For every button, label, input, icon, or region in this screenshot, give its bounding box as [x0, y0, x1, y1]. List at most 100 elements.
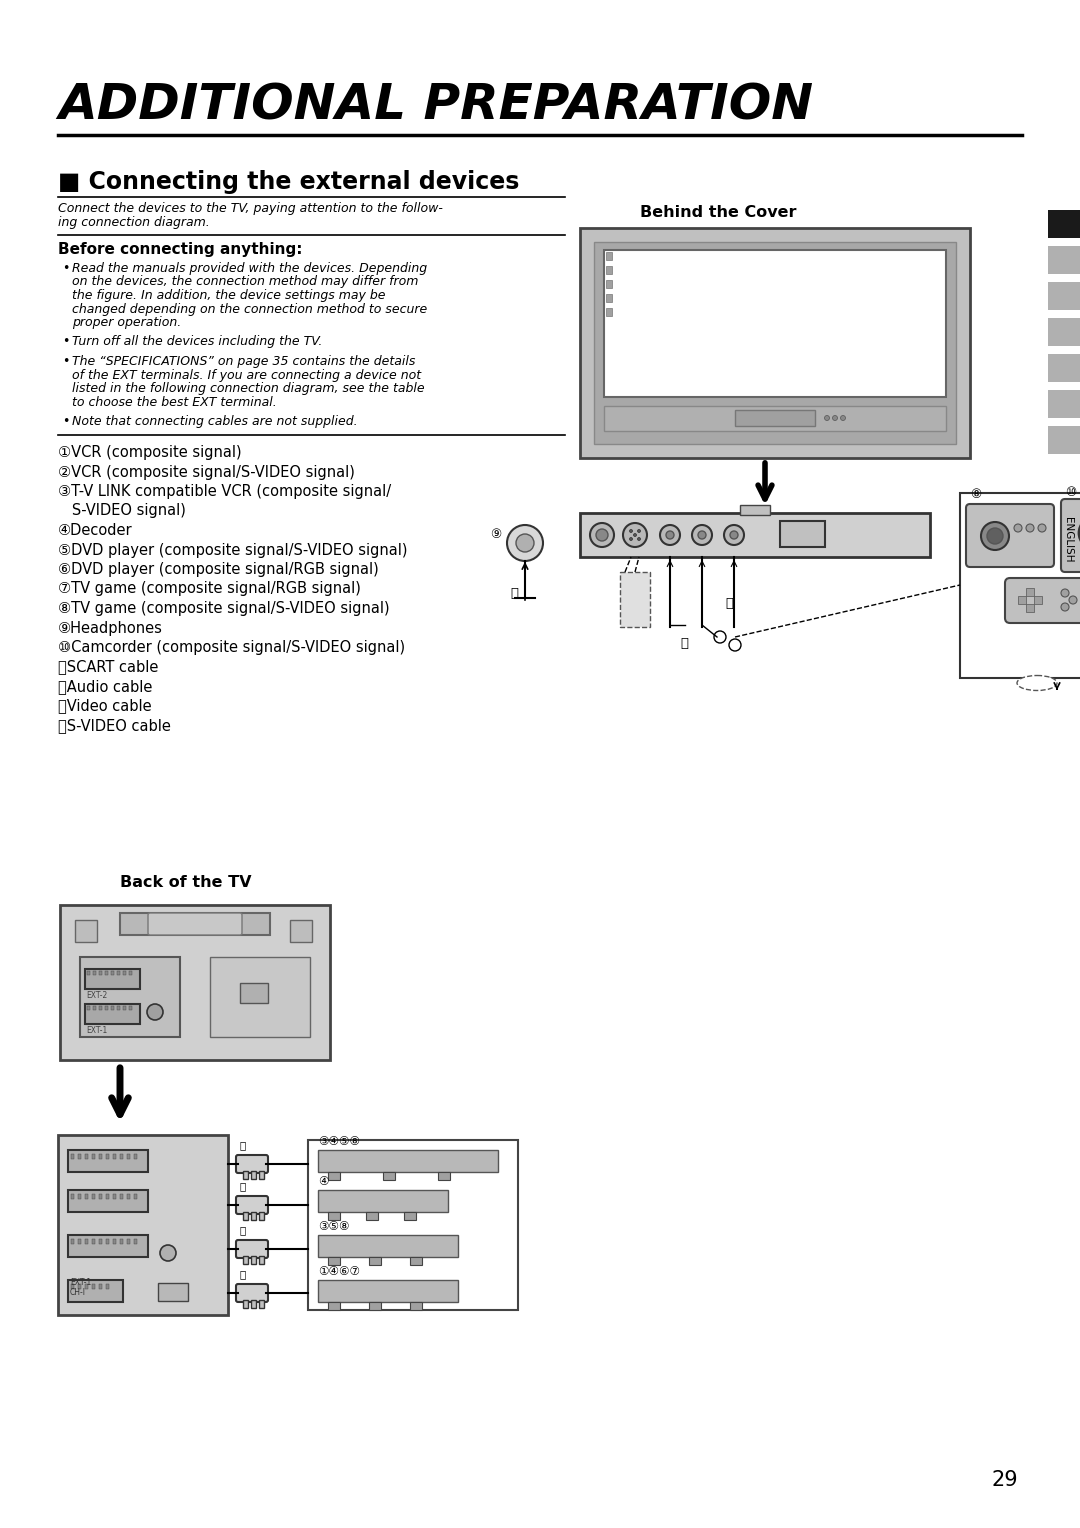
Text: Turn off all the devices including the TV.: Turn off all the devices including the T… [72, 336, 322, 348]
Bar [259, 1300, 264, 1308]
Text: ③T-V LINK compatible VCR (composite signal/: ③T-V LINK compatible VCR (composite sign… [58, 484, 391, 500]
Bar [960, 494, 1080, 678]
Text: 29: 29 [991, 1470, 1018, 1490]
Bar [259, 1212, 264, 1219]
Bar [606, 266, 612, 274]
Bar [580, 513, 930, 558]
Bar [99, 1193, 102, 1199]
Bar [68, 1190, 148, 1212]
Text: of the EXT terminals. If you are connecting a device not: of the EXT terminals. If you are connect… [72, 368, 421, 382]
Bar [251, 1256, 256, 1264]
Text: Behind the Cover: Behind the Cover [640, 205, 797, 220]
Bar [117, 970, 120, 975]
Bar [1018, 596, 1026, 604]
Circle shape [623, 523, 647, 547]
Text: ENGLISH: ENGLISH [1063, 518, 1074, 562]
Bar [259, 1170, 264, 1180]
Circle shape [634, 533, 636, 536]
Bar [99, 970, 102, 975]
Text: ⑦TV game (composite signal/RGB signal): ⑦TV game (composite signal/RGB signal) [58, 582, 361, 596]
Text: ⑪: ⑪ [240, 1268, 246, 1279]
Bar [410, 1302, 422, 1309]
Bar [291, 920, 312, 941]
Bar [99, 1154, 102, 1160]
Text: Connect the devices to the TV, paying attention to the follow-: Connect the devices to the TV, paying at… [58, 202, 443, 215]
Text: Note that connecting cables are not supplied.: Note that connecting cables are not supp… [72, 416, 357, 428]
Text: ④Decoder: ④Decoder [58, 523, 133, 538]
FancyBboxPatch shape [148, 914, 242, 935]
Bar [251, 1212, 256, 1219]
Bar [85, 969, 140, 989]
Ellipse shape [1017, 675, 1057, 691]
Bar [60, 905, 330, 1060]
Bar [318, 1235, 458, 1258]
Circle shape [824, 416, 829, 420]
Bar [92, 1154, 95, 1160]
FancyBboxPatch shape [966, 504, 1054, 567]
Bar [366, 1212, 378, 1219]
Text: ⑥DVD player (composite signal/RGB signal): ⑥DVD player (composite signal/RGB signal… [58, 562, 379, 578]
Bar [1034, 596, 1042, 604]
Circle shape [833, 416, 837, 420]
Bar [243, 1256, 248, 1264]
Bar [606, 280, 612, 287]
Bar [129, 1005, 132, 1010]
Bar [134, 1154, 137, 1160]
Bar [58, 1135, 228, 1316]
Bar [780, 521, 825, 547]
Bar [438, 1172, 450, 1180]
Bar [1048, 426, 1080, 454]
Bar [106, 1239, 109, 1244]
Text: ⑫: ⑫ [725, 597, 733, 610]
Text: ⑭: ⑭ [510, 587, 518, 601]
Bar [85, 1154, 87, 1160]
FancyBboxPatch shape [237, 1241, 268, 1258]
FancyBboxPatch shape [237, 1284, 268, 1302]
Bar [87, 1005, 90, 1010]
Bar [111, 970, 114, 975]
Text: ⑧TV game (composite signal/S-VIDEO signal): ⑧TV game (composite signal/S-VIDEO signa… [58, 601, 390, 616]
Bar [318, 1190, 448, 1212]
Text: ④: ④ [318, 1175, 328, 1187]
Bar [127, 1239, 130, 1244]
Text: ing connection diagram.: ing connection diagram. [58, 215, 210, 229]
Bar [87, 970, 90, 975]
Text: ⑪SCART cable: ⑪SCART cable [58, 660, 159, 674]
Text: ⑧: ⑧ [970, 487, 982, 501]
Bar [129, 970, 132, 975]
Circle shape [1061, 588, 1069, 597]
Circle shape [724, 526, 744, 545]
Circle shape [987, 529, 1003, 544]
Circle shape [698, 532, 706, 539]
Circle shape [729, 639, 741, 651]
Bar [606, 252, 612, 260]
Bar [68, 1280, 123, 1302]
Circle shape [147, 1004, 163, 1021]
Text: ②VCR (composite signal/S-VIDEO signal): ②VCR (composite signal/S-VIDEO signal) [58, 465, 355, 480]
Text: •: • [62, 261, 69, 275]
Text: Back of the TV: Back of the TV [120, 876, 252, 889]
Text: on the devices, the connection method may differ from: on the devices, the connection method ma… [72, 275, 418, 289]
Bar [71, 1154, 75, 1160]
Bar [740, 504, 770, 515]
Bar [243, 1300, 248, 1308]
FancyBboxPatch shape [237, 1155, 268, 1174]
Bar [328, 1212, 340, 1219]
Bar [117, 1005, 120, 1010]
Bar [259, 1256, 264, 1264]
Bar [93, 970, 96, 975]
Text: Read the manuals provided with the devices. Depending: Read the manuals provided with the devic… [72, 261, 427, 275]
Bar [78, 1284, 81, 1290]
Bar [92, 1193, 95, 1199]
Bar [75, 920, 97, 941]
Bar [318, 1280, 458, 1302]
Bar [127, 1193, 130, 1199]
FancyBboxPatch shape [1061, 500, 1080, 571]
Text: CH-I: CH-I [70, 1288, 86, 1297]
Text: ⑪: ⑪ [240, 1181, 246, 1190]
Text: ⑩Camcorder (composite signal/S-VIDEO signal): ⑩Camcorder (composite signal/S-VIDEO sig… [58, 640, 405, 656]
Bar [318, 1151, 498, 1172]
Bar [123, 970, 126, 975]
Bar [1048, 246, 1080, 274]
Circle shape [630, 530, 633, 532]
